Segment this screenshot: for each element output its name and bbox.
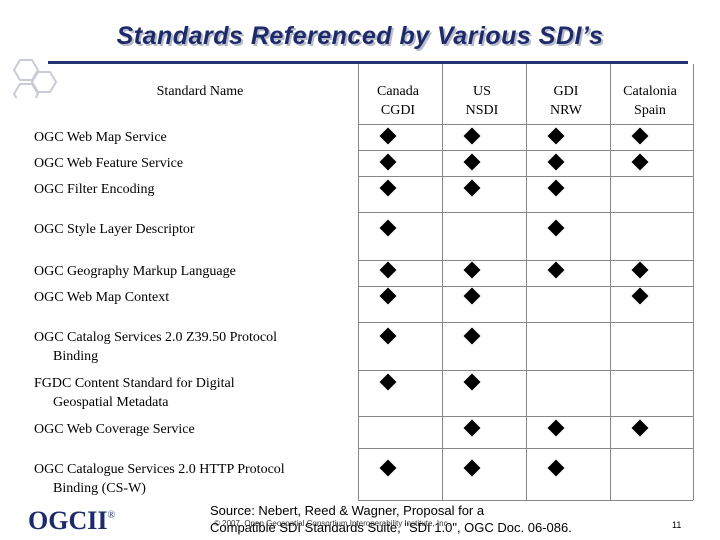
column-header-line1: GDI — [553, 84, 579, 99]
source-line-2: Compatible SDI Standards Suite, "SDI 1.0… — [210, 520, 572, 535]
column-header-line1: US — [473, 84, 491, 99]
grid-vertical-line — [610, 64, 611, 500]
standards-table: Standard Name Canada CGDI US NSDI GDI NRW Cata… — [28, 64, 694, 501]
copyright-text: © 2007, Open Geospatial Consortium Inter… — [214, 519, 450, 528]
grid-horizontal-line — [358, 322, 693, 323]
source-citation: Source: Nebert, Reed & Wagner, Proposal … — [210, 502, 630, 536]
table-row: FGDC Content Standard for Digital Geospat… — [34, 374, 354, 412]
column-header: US NSDI — [442, 82, 522, 120]
ogcii-logo: OGCII® — [28, 506, 116, 535]
column-header: Catalonia Spain — [610, 82, 690, 120]
diamond-check-icon — [463, 459, 481, 477]
diamond-check-icon — [463, 179, 481, 197]
grid-horizontal-line — [358, 448, 693, 449]
diamond-check-icon — [379, 219, 397, 237]
diamond-check-icon — [547, 459, 565, 477]
column-header-line2: Spain — [634, 103, 666, 118]
column-header-line1: Catalonia — [623, 84, 677, 99]
grid-vertical-line — [693, 64, 694, 500]
diamond-check-icon — [547, 419, 565, 437]
standard-name: OGC Catalogue Services 2.0 HTTP Protocol — [34, 462, 285, 477]
table-row: OGC Geography Markup Language — [34, 262, 354, 281]
standard-name-continued: Binding (CS-W) — [53, 481, 146, 496]
grid-horizontal-line — [358, 370, 693, 371]
grid-horizontal-line — [358, 124, 693, 125]
page-number: 11 — [672, 520, 682, 530]
standard-name: OGC Web Coverage Service — [34, 422, 195, 437]
slide-title: Standards Referenced by Various SDI’s — [116, 22, 604, 50]
table-row: OGC Style Layer Descriptor — [34, 220, 354, 239]
diamond-check-icon — [379, 179, 397, 197]
grid-horizontal-line — [358, 212, 693, 213]
diamond-check-icon — [379, 127, 397, 145]
diamond-check-icon — [631, 287, 649, 305]
grid-vertical-line — [526, 64, 527, 500]
table-row: OGC Catalog Services 2.0 Z39.50 Protocol… — [34, 328, 354, 366]
title-rule — [48, 61, 688, 64]
diamond-check-icon — [463, 287, 481, 305]
grid-horizontal-line — [358, 416, 693, 417]
diamond-check-icon — [379, 261, 397, 279]
standard-name: OGC Catalog Services 2.0 Z39.50 Protocol — [34, 330, 278, 345]
diamond-check-icon — [547, 261, 565, 279]
grid-horizontal-line — [358, 500, 693, 501]
diamond-check-icon — [379, 327, 397, 345]
table-row: OGC Web Map Service — [34, 128, 354, 147]
grid-horizontal-line — [358, 150, 693, 151]
diamond-check-icon — [547, 179, 565, 197]
standard-name-continued: Binding — [53, 349, 99, 364]
column-header: Canada CGDI — [358, 82, 438, 120]
grid-vertical-line — [442, 64, 443, 500]
standard-name: OGC Filter Encoding — [34, 182, 155, 197]
table-row: OGC Web Coverage Service — [34, 420, 354, 439]
column-header-line2: CGDI — [380, 103, 416, 118]
table-row: OGC Web Feature Service — [34, 154, 354, 173]
grid-horizontal-line — [358, 286, 693, 287]
column-header-line2: NSDI — [465, 103, 499, 118]
grid-horizontal-line — [358, 176, 693, 177]
standard-name-continued: Geospatial Metadata — [53, 395, 169, 410]
diamond-check-icon — [463, 419, 481, 437]
table-row: OGC Catalogue Services 2.0 HTTP Protocol… — [34, 460, 354, 498]
diamond-check-icon — [463, 327, 481, 345]
diamond-check-icon — [631, 419, 649, 437]
column-header: GDI NRW — [526, 82, 606, 120]
diamond-check-icon — [631, 153, 649, 171]
standard-name: FGDC Content Standard for Digital — [34, 376, 235, 391]
diamond-check-icon — [379, 373, 397, 391]
grid-horizontal-line — [358, 260, 693, 261]
standard-name: OGC Web Feature Service — [34, 156, 184, 171]
diamond-check-icon — [547, 127, 565, 145]
diamond-check-icon — [379, 153, 397, 171]
diamond-check-icon — [547, 219, 565, 237]
column-header-line2: NRW — [550, 103, 582, 118]
source-line-1: Source: Nebert, Reed & Wagner, Proposal … — [210, 503, 485, 518]
diamond-check-icon — [631, 261, 649, 279]
standard-name: OGC Web Map Service — [34, 130, 167, 145]
diamond-check-icon — [463, 373, 481, 391]
diamond-check-icon — [631, 127, 649, 145]
standard-name: OGC Style Layer Descriptor — [34, 222, 195, 237]
diamond-check-icon — [463, 261, 481, 279]
diamond-check-icon — [463, 127, 481, 145]
table-row: OGC Filter Encoding — [34, 180, 354, 199]
header-standard-name: Standard Name — [156, 84, 244, 99]
hexagon-decoration-icon — [12, 59, 58, 98]
grid-vertical-line — [358, 64, 359, 500]
column-header-line1: Canada — [377, 84, 419, 99]
diamond-check-icon — [547, 153, 565, 171]
diamond-check-icon — [379, 459, 397, 477]
standard-name: OGC Geography Markup Language — [34, 264, 236, 279]
diamond-check-icon — [463, 153, 481, 171]
diamond-check-icon — [379, 287, 397, 305]
table-row: OGC Web Map Context — [34, 288, 354, 307]
standard-name: OGC Web Map Context — [34, 290, 170, 305]
